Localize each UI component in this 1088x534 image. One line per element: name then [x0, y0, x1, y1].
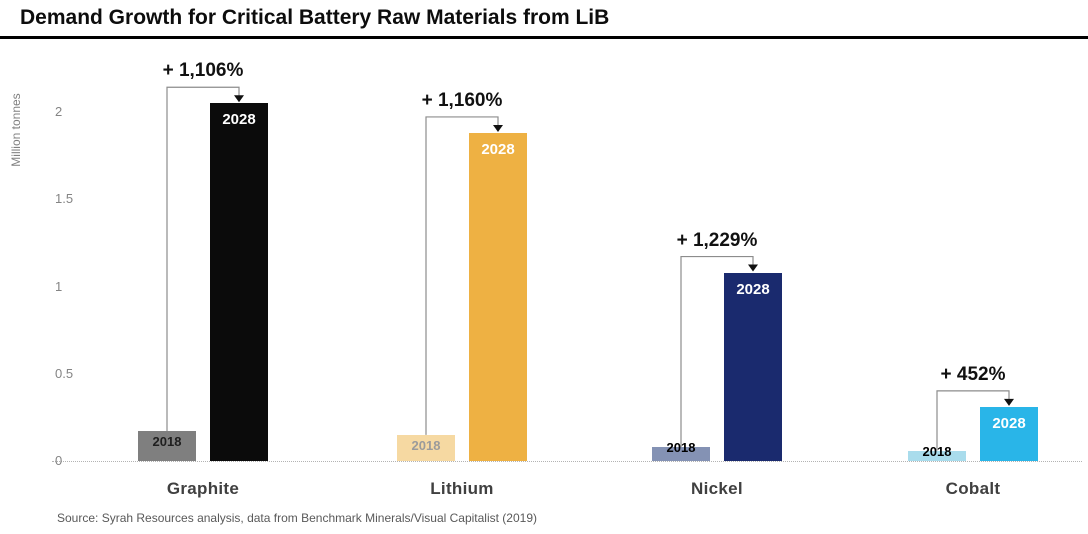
bar-2018-cobalt	[908, 450, 966, 461]
y-axis-tick: 1	[55, 278, 63, 294]
bar-year-label-2028-cobalt: 2028	[992, 414, 1026, 432]
bar-year-label-2018-nickel: 2018	[666, 440, 696, 456]
y-axis-tick: 1.5	[55, 191, 74, 207]
connector-line-lithium	[425, 116, 499, 435]
bar-year-label-2018-cobalt: 2018	[922, 443, 952, 459]
title-underline	[0, 36, 1088, 39]
bar-2028-cobalt	[980, 406, 1038, 461]
growth-label-cobalt: + 452%	[940, 363, 1006, 385]
bar-year-label-2018-lithium: 2018	[411, 437, 441, 453]
source-note: Source: Syrah Resources analysis, data f…	[57, 511, 537, 525]
connector-line-nickel	[680, 255, 754, 448]
bar-year-label-2018-graphite: 2018	[152, 434, 182, 450]
category-label-cobalt: Cobalt	[945, 479, 1001, 498]
bar-2018-graphite	[138, 431, 196, 461]
bar-year-label-2028-graphite: 2028	[222, 111, 256, 129]
arrowhead-icon	[493, 124, 503, 132]
x-axis-baseline	[52, 461, 1082, 462]
connector-line-cobalt	[936, 390, 1010, 451]
y-axis-tick: 0	[55, 453, 63, 468]
category-label-graphite: Graphite	[166, 479, 240, 498]
category-label-lithium: Lithium	[430, 479, 494, 498]
arrowhead-icon	[234, 95, 244, 103]
category-label-nickel: Nickel	[691, 479, 743, 498]
bar-year-label-2028-nickel: 2028	[736, 280, 770, 298]
connector-line-graphite	[166, 86, 240, 432]
y-axis-tick: 2	[55, 104, 63, 119]
arrowhead-icon	[748, 264, 758, 272]
bar-2028-nickel	[724, 272, 782, 461]
chart-title: Demand Growth for Critical Battery Raw M…	[20, 6, 610, 29]
bar-year-label-2028-lithium: 2028	[481, 140, 515, 158]
growth-label-graphite: + 1,106%	[162, 60, 244, 82]
bar-2018-lithium	[397, 434, 455, 461]
y-axis-tick: 0.5	[55, 365, 74, 381]
growth-label-nickel: + 1,229%	[676, 229, 758, 251]
bar-2028-graphite	[210, 103, 268, 461]
arrowhead-icon	[1004, 398, 1014, 406]
bar-2028-lithium	[469, 132, 527, 461]
bar-2018-nickel	[652, 447, 710, 461]
growth-label-lithium: + 1,160%	[421, 89, 503, 111]
